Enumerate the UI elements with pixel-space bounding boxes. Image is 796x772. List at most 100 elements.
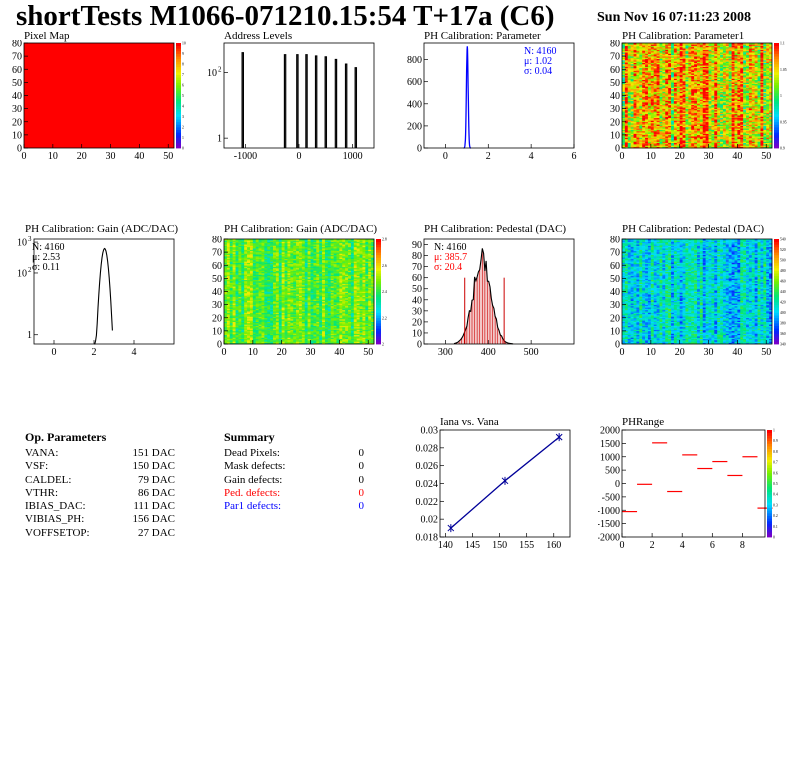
heatmap-cell (653, 98, 657, 100)
heatmap-cell (697, 116, 701, 119)
heatmap-cell (685, 83, 689, 86)
heatmap-cell (622, 137, 626, 140)
heatmap-cell (699, 125, 704, 128)
heatmap-cell (740, 137, 744, 140)
heatmap-cell (691, 74, 695, 77)
heatmap-cell (642, 43, 646, 45)
heatmap-cell (636, 74, 640, 77)
heatmap-cell (630, 99, 634, 102)
heatmap-cell (688, 108, 692, 111)
heatmap-cell (731, 146, 735, 149)
heatmap-cell (731, 119, 735, 121)
heatmap-cell (659, 146, 663, 149)
heatmap-cell (633, 142, 637, 145)
heatmap-cell (685, 103, 689, 105)
heatmap-cell (766, 107, 770, 109)
heatmap-cell (746, 117, 750, 120)
heatmap-cell (748, 50, 753, 53)
heatmap-cell (659, 100, 663, 103)
heatmap-cell (746, 137, 750, 140)
heatmap-cell (731, 75, 735, 78)
heatmap-cell (746, 69, 750, 71)
heatmap-cell (751, 121, 755, 124)
heatmap-cell (725, 106, 730, 108)
heatmap-cell (751, 144, 755, 146)
heatmap-cell (748, 117, 753, 120)
heatmap-cell (241, 284, 245, 287)
heatmap-cell (679, 64, 683, 66)
heatmap-cell (659, 91, 663, 94)
heatmap-cell (705, 134, 709, 137)
heatmap-cell (714, 61, 718, 63)
heatmap-cell (673, 52, 678, 54)
heatmap-cell (757, 61, 761, 63)
heatmap-cell (708, 85, 712, 87)
heatmap-cell (636, 112, 640, 115)
heatmap-cell (760, 62, 764, 65)
heatmap-cell (624, 119, 629, 121)
heatmap-cell (748, 138, 753, 141)
heatmap-cell (671, 82, 675, 84)
heatmap-cell (714, 52, 718, 54)
heatmap-cell (636, 134, 640, 137)
heatmap-cell (676, 70, 680, 73)
heatmap-cell (682, 98, 686, 100)
heatmap-cell (697, 141, 701, 144)
heatmap-cell (642, 132, 646, 134)
heatmap-cell (642, 58, 646, 61)
heatmap-cell (740, 113, 744, 116)
heatmap-cell (232, 241, 236, 244)
heatmap-cell (688, 120, 692, 123)
heatmap-cell (711, 61, 715, 63)
heatmap-cell (226, 323, 231, 325)
heatmap-cell (757, 90, 761, 92)
colorbar-band (774, 113, 779, 117)
heatmap-cell (662, 79, 666, 82)
heatmap-cell (633, 95, 637, 98)
heatmap-cell (746, 52, 750, 54)
heatmap-cell (760, 57, 764, 60)
heatmap-cell (751, 54, 755, 57)
heatmap-cell (714, 108, 718, 111)
heatmap-cell (668, 46, 672, 49)
heatmap-cell (673, 113, 678, 116)
heatmap-cell (241, 271, 245, 274)
heatmap-cell (650, 91, 655, 94)
heatmap-cell (622, 77, 626, 79)
heatmap-cell (725, 112, 730, 115)
heatmap-cell (722, 121, 727, 124)
heatmap-cell (754, 45, 758, 48)
heatmap-cell (224, 261, 228, 263)
heatmap-cell (645, 106, 649, 108)
heatmap-cell (645, 141, 649, 144)
heatmap-cell (766, 117, 770, 120)
heatmap-cell (746, 112, 750, 115)
heatmap-cell (737, 130, 741, 133)
heatmap-cell (624, 65, 629, 67)
heatmap-cell (627, 145, 631, 147)
heatmap-cell (720, 124, 724, 126)
heatmap-cell (725, 91, 730, 94)
heatmap-cell (636, 43, 640, 45)
heatmap-cell (665, 53, 669, 56)
heatmap-cell (746, 50, 750, 53)
heatmap-cell (679, 104, 683, 107)
heatmap-cell (636, 113, 640, 116)
heatmap-cell (694, 62, 698, 65)
heatmap-cell (737, 95, 741, 98)
heatmap-cell (748, 75, 753, 78)
heatmap-cell (685, 100, 689, 103)
heatmap-cell (662, 107, 666, 109)
heatmap-cell (656, 107, 660, 109)
heatmap-cell (702, 83, 706, 86)
heatmap-cell (740, 111, 744, 113)
heatmap-cell (676, 85, 680, 87)
heatmap-cell (636, 90, 640, 92)
heatmap-cell (725, 117, 730, 120)
heatmap-cell (659, 123, 663, 125)
heatmap-cell (702, 109, 706, 112)
heatmap-cell (639, 127, 643, 129)
heatmap-cell (226, 256, 231, 258)
heatmap-cell (653, 142, 657, 145)
heatmap-cell (224, 267, 228, 270)
